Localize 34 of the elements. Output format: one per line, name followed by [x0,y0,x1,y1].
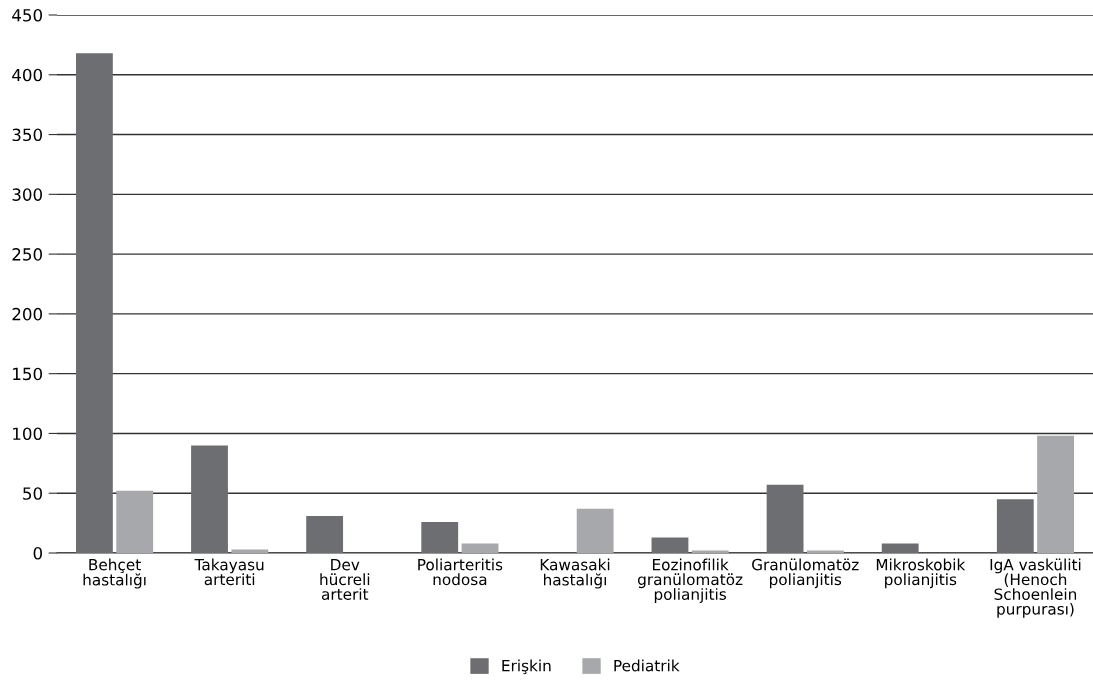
bar [1037,435,1075,553]
bar [996,499,1034,553]
y-tick-label: 450 [12,8,42,22]
bar [306,515,344,553]
bar [881,543,919,553]
x-tick-label: Dev hücreli arterit [320,559,370,600]
x-tick-label: IgA vasküliti (Henoch Schoenlein purpurası) [990,558,1081,618]
x-tick-label: Poliarteritis nodosa [418,558,503,586]
y-tick-label: 350 [12,128,42,142]
bar [576,508,614,553]
bar [116,490,154,553]
x-tick-label: Eozinofilik granülomatöz polianjitis [638,558,743,603]
bar [191,445,228,553]
bar [231,549,269,553]
y-tick-label: 200 [12,307,42,321]
y-tick-label: 250 [12,248,42,261]
legend-label: Pediatrik [614,659,680,672]
y-tick-label: 400 [12,68,42,82]
legend-label: Erişkin [502,659,551,675]
y-tick-label: 100 [13,427,42,441]
x-tick-label: Takayasu arteriti [194,558,264,586]
bar [421,521,459,553]
y-tick-label: 150 [13,367,42,381]
x-tick-label: Mikroskobik polianjitis [876,558,966,589]
x-tick-label: Granülomatöz polianjitis [752,558,859,589]
x-tick-label: Behçet hastalığı [83,558,146,589]
bar [766,484,804,553]
y-tick-label: 50 [23,487,42,500]
bar [651,537,689,553]
y-tick-label: 300 [12,188,42,201]
bar [75,53,113,553]
bar [461,543,499,553]
x-tick-label: Kawasaki hastalığı [540,558,610,589]
y-tick-label: 0 [33,546,42,560]
